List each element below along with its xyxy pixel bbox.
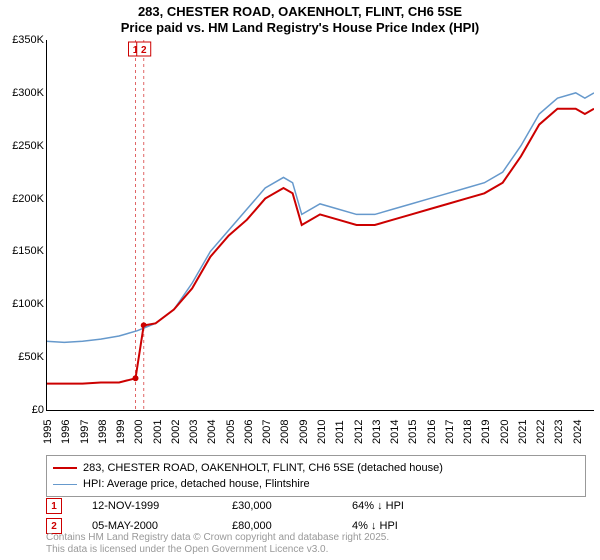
sale-date: 05-MAY-2000 [92, 520, 202, 532]
x-tick-label: 2011 [334, 420, 346, 444]
x-tick-label: 2016 [426, 420, 438, 444]
legend-swatch [53, 484, 77, 485]
chart-title-line1: 283, CHESTER ROAD, OAKENHOLT, FLINT, CH6… [0, 4, 600, 19]
y-tick-label: £300K [4, 87, 44, 99]
legend-swatch [53, 467, 77, 469]
x-tick-label: 1997 [79, 420, 91, 444]
x-tick-label: 2019 [480, 420, 492, 444]
x-tick-label: 2001 [152, 420, 164, 444]
x-tick-label: 2007 [261, 420, 273, 444]
x-tick-label: 1998 [97, 420, 109, 444]
sale-badge: 1 [46, 498, 62, 514]
chart-svg: 12 [46, 40, 594, 410]
legend-item: HPI: Average price, detached house, Flin… [53, 476, 579, 492]
x-tick-label: 1995 [42, 420, 54, 444]
y-tick-label: £250K [4, 140, 44, 152]
legend-label: 283, CHESTER ROAD, OAKENHOLT, FLINT, CH6… [83, 462, 443, 474]
sale-delta: 64% ↓ HPI [352, 500, 404, 512]
y-tick-label: £200K [4, 193, 44, 205]
x-tick-label: 2005 [225, 420, 237, 444]
y-axis [46, 40, 47, 410]
legend-label: HPI: Average price, detached house, Flin… [83, 478, 310, 490]
x-tick-label: 2000 [133, 420, 145, 444]
sale-date: 12-NOV-1999 [92, 500, 202, 512]
x-tick-label: 2023 [553, 420, 565, 444]
data-attribution: Contains HM Land Registry data © Crown c… [46, 532, 389, 556]
x-tick-label: 2021 [517, 420, 529, 444]
x-tick-label: 2009 [298, 420, 310, 444]
x-tick-label: 2002 [170, 420, 182, 444]
y-tick-label: £150K [4, 245, 44, 257]
x-tick-label: 2003 [188, 420, 200, 444]
x-axis [46, 410, 594, 411]
sale-delta: 4% ↓ HPI [352, 520, 398, 532]
y-tick-label: £50K [4, 351, 44, 363]
x-tick-label: 2022 [535, 420, 547, 444]
x-tick-label: 2004 [206, 420, 218, 444]
sale-row: 1 12-NOV-1999 £30,000 64% ↓ HPI [46, 498, 404, 514]
attribution-line1: Contains HM Land Registry data © Crown c… [46, 532, 389, 544]
x-tick-label: 2020 [499, 420, 511, 444]
x-tick-label: 2015 [407, 420, 419, 444]
svg-text:2: 2 [141, 45, 147, 56]
x-tick-label: 2017 [444, 420, 456, 444]
y-tick-label: £0 [4, 404, 44, 416]
x-tick-label: 2014 [389, 420, 401, 444]
sale-price: £80,000 [232, 520, 322, 532]
chart-area: 12 [46, 40, 594, 410]
legend-item: 283, CHESTER ROAD, OAKENHOLT, FLINT, CH6… [53, 460, 579, 476]
x-tick-label: 2018 [462, 420, 474, 444]
y-tick-label: £100K [4, 298, 44, 310]
chart-title-line2: Price paid vs. HM Land Registry's House … [0, 20, 600, 35]
x-tick-label: 2010 [316, 420, 328, 444]
x-tick-label: 1999 [115, 420, 127, 444]
x-tick-label: 2006 [243, 420, 255, 444]
x-tick-label: 2008 [279, 420, 291, 444]
x-tick-label: 2024 [572, 420, 584, 444]
legend: 283, CHESTER ROAD, OAKENHOLT, FLINT, CH6… [46, 455, 586, 497]
x-tick-label: 1996 [60, 420, 72, 444]
attribution-line2: This data is licensed under the Open Gov… [46, 544, 389, 556]
sale-price: £30,000 [232, 500, 322, 512]
x-tick-label: 2012 [353, 420, 365, 444]
y-tick-label: £350K [4, 34, 44, 46]
x-tick-label: 2013 [371, 420, 383, 444]
